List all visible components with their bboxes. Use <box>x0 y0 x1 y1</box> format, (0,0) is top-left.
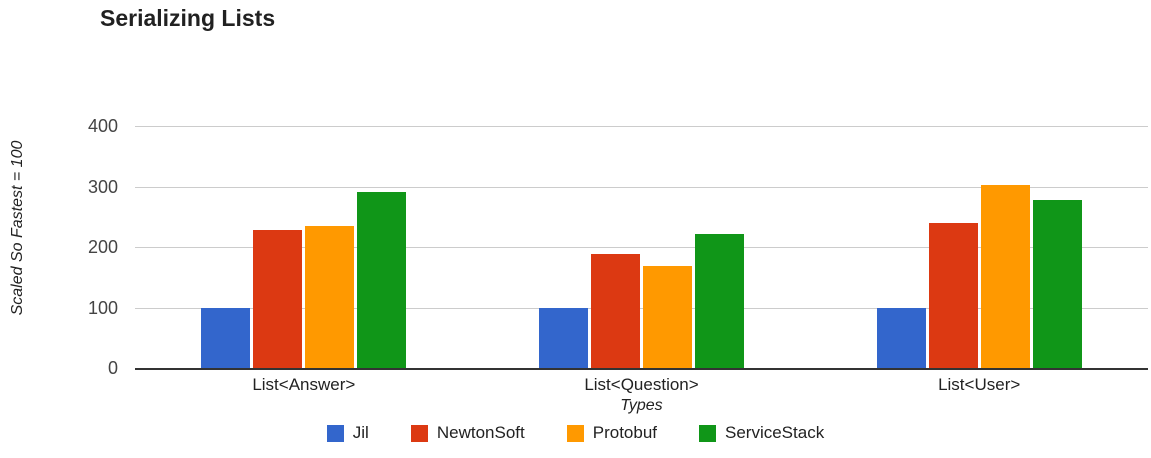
bar-jil <box>876 307 926 368</box>
bar-protobuf <box>305 225 355 368</box>
legend-item: ServiceStack <box>699 423 824 443</box>
gridline <box>135 126 1148 127</box>
chart-title: Serializing Lists <box>100 5 276 31</box>
y-tick-label: 0 <box>107 358 118 378</box>
legend-label: Protobuf <box>592 423 657 442</box>
bar-newtonsoft <box>590 253 640 368</box>
legend-label: Jil <box>352 423 369 442</box>
bar-servicestack <box>357 191 407 368</box>
bar-jil <box>538 307 588 368</box>
y-axis-title: Scaled So Fastest = 100 <box>9 140 26 316</box>
y-tick-label: 200 <box>87 237 118 257</box>
bar-newtonsoft <box>928 223 978 368</box>
category-label: List<Question> <box>584 375 699 394</box>
gridline <box>135 186 1148 188</box>
legend-item: NewtonSoft <box>410 423 525 443</box>
legend-swatch <box>699 424 716 442</box>
legend-swatch <box>566 424 584 442</box>
legend: Jil NewtonSoft Protobuf ServiceStack <box>0 423 1151 443</box>
y-tick-label: 300 <box>87 176 118 197</box>
bar-servicestack <box>694 234 744 368</box>
x-axis-title: Types <box>620 397 663 414</box>
category-label: List<User> <box>938 375 1021 394</box>
category-label: List<Answer> <box>252 375 356 394</box>
legend-label: NewtonSoft <box>436 423 525 442</box>
gridline <box>135 307 1148 309</box>
bar-group <box>876 184 1082 368</box>
bar-protobuf <box>642 265 692 368</box>
bar-servicestack <box>1032 200 1082 368</box>
gridline <box>135 247 1148 248</box>
bar-newtonsoft <box>253 230 303 368</box>
plot-area <box>135 126 1148 370</box>
bar-jil <box>201 307 251 368</box>
y-tick-label: 400 <box>87 116 118 136</box>
bar-group <box>538 234 744 368</box>
bar-group <box>201 191 407 368</box>
y-tick-label: 100 <box>87 297 118 318</box>
category-axis: List<Answer> List<Question> List<User> <box>135 375 1148 395</box>
legend-item: Protobuf <box>566 423 657 443</box>
bars-layer <box>135 126 1148 368</box>
bar-protobuf <box>980 184 1030 368</box>
legend-swatch <box>410 424 428 442</box>
legend-swatch <box>326 424 344 442</box>
legend-label: ServiceStack <box>725 423 825 442</box>
legend-item: Jil <box>326 423 369 443</box>
